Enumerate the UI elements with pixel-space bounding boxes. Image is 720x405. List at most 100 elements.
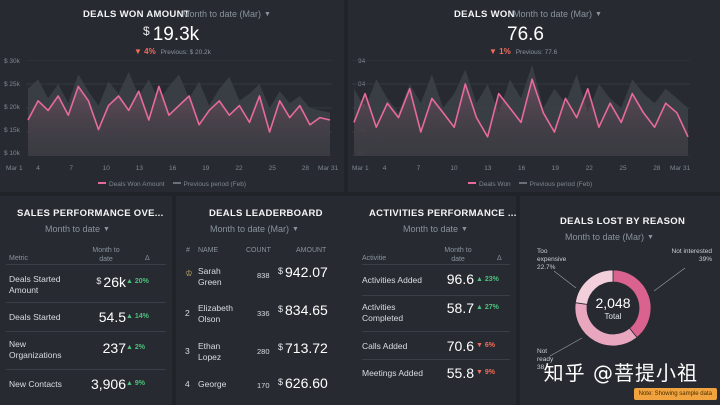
metric-name: Deals Started [9, 312, 61, 322]
label-leader-lines [549, 267, 686, 357]
widget-title: DEALS LEADERBOARD [209, 208, 323, 219]
period-label: Month to date (Mar) [513, 9, 593, 19]
rep-name: Ethan Lopez [198, 341, 222, 362]
series-area-current [28, 86, 330, 156]
kpi-value: 76.6 [507, 24, 544, 46]
change-value: 9% [134, 380, 145, 387]
x-tick: 28 [653, 165, 661, 172]
widget-title: DEALS LOST BY REASON [560, 216, 686, 227]
legend-swatch-previous [518, 182, 527, 184]
legend-current: Deals Won [479, 181, 511, 188]
deals-leaderboard-widget: DEALS LEADERBOARD Month to date (Mar) ▼ #… [176, 196, 356, 405]
y-tick: $ 30k [4, 58, 20, 65]
slice-label-not-ready: Not ready 38 [537, 348, 559, 372]
rep-name: Elizabeth Olson [198, 303, 233, 324]
widget-title: ACTIVITIES PERFORMANCE ... [369, 208, 516, 219]
change-indicator: ▲ 14% [126, 313, 149, 320]
slice-name: Not interested [671, 248, 712, 255]
deals-won-amount-widget: DEALS WON AMOUNT Month to date (Mar) ▼ $1… [0, 0, 344, 192]
legend-swatch-current [98, 182, 106, 184]
chevron-down-icon: ▼ [103, 226, 110, 233]
period-label: Month to date (Mar) [565, 232, 645, 242]
period-selector[interactable]: Month to date (Mar) ▼ [565, 232, 654, 242]
legend-previous: Previous period (Feb) [183, 181, 247, 188]
x-tick: 7 [416, 165, 421, 172]
period-selector[interactable]: Month to date ▼ [403, 224, 468, 234]
table-row: Activities Added 96.6 ▲ 23% [362, 264, 510, 295]
rep-name: George [198, 379, 227, 389]
x-tick: Mar 1 [352, 165, 369, 172]
slice-pct: 38 [537, 364, 545, 371]
value-number: 26k [103, 274, 126, 290]
period-label: Month to date (Mar) [210, 224, 290, 234]
period-label: Month to date (Mar) [182, 9, 262, 19]
legend-swatch-current [468, 182, 476, 184]
chevron-down-icon: ▼ [264, 11, 271, 18]
series-area-current [354, 79, 688, 156]
period-selector[interactable]: Month to date (Mar) ▼ [182, 9, 271, 19]
x-tick: 4 [36, 165, 40, 172]
previous-value: Previous: $ 20.2k [160, 49, 211, 56]
change-indicator: ▲ 27% [476, 304, 499, 311]
x-tick: 22 [585, 165, 593, 172]
table-row: Calls Added 70.6 ▼ 6% [362, 331, 510, 359]
x-tick: 7 [69, 165, 74, 172]
column-header-count: COUNT [246, 247, 271, 254]
rank-number: 3 [185, 346, 190, 356]
x-tick: 10 [102, 165, 110, 172]
column-header-amount: AMOUNT [296, 247, 327, 254]
column-header-name: NAME [198, 247, 219, 254]
kpi-delta: ▼ 4% Previous: $ 20.2k [134, 47, 211, 56]
watermark: 知乎 @菩提小祖 [543, 361, 698, 385]
trophy-icon: ♔ [185, 268, 193, 278]
currency-symbol: $ [143, 24, 150, 38]
y-tick: $ 10k [4, 150, 20, 157]
column-header-activity: Activitie [362, 255, 387, 262]
table-row: Deals Started 54.5 ▲ 14% [6, 302, 166, 331]
x-tick: Mar 1 [6, 165, 23, 172]
table-row: Deals Started Amount $26k ▲ 20% [6, 264, 166, 302]
metric-name: New Contacts [9, 379, 62, 389]
metric-value: $26k [96, 274, 126, 290]
deal-amount: $834.65 [278, 302, 328, 318]
activity-value: 70.6 [446, 338, 474, 354]
rank-number: 4 [185, 379, 190, 389]
change-value: 27% [484, 304, 499, 311]
change-value: 9% [484, 369, 495, 376]
kpi-value: $19.3k [143, 24, 199, 46]
slice-label-not-interested: Not interested 39% [670, 248, 712, 264]
x-tick: 25 [268, 165, 276, 172]
deals-won-chart [352, 60, 690, 156]
donut-slice [574, 269, 614, 305]
amount-number: 834.65 [285, 302, 328, 318]
change-indicator: ▼ 9% [476, 369, 495, 376]
table-row: 4 George 170 $626.60 [182, 372, 350, 405]
deal-amount: $713.72 [278, 340, 328, 356]
change-indicator: ▼ 6% [476, 342, 495, 349]
legend-swatch-previous [172, 182, 181, 184]
chart-legend: Deals Won Previous period (Feb) [468, 181, 592, 188]
x-tick: 22 [235, 165, 243, 172]
period-selector[interactable]: Month to date ▼ [45, 224, 110, 234]
period-selector[interactable]: Month to date (Mar) ▼ [210, 224, 299, 234]
period-selector[interactable]: Month to date (Mar) ▼ [513, 9, 602, 19]
series-line-current [353, 78, 689, 138]
deals-lost-widget: DEALS LOST BY REASON Month to date (Mar)… [520, 196, 720, 405]
rep-name: Sarah Green [198, 266, 222, 287]
change-indicator: ▲ 2% [126, 344, 145, 351]
activity-value: 96.6 [446, 271, 474, 287]
legend-previous: Previous period (Feb) [529, 181, 593, 188]
deal-count: 280 [257, 347, 270, 356]
period-label: Month to date [403, 224, 459, 234]
activities-performance-widget: ACTIVITIES PERFORMANCE ... Month to date… [356, 196, 516, 405]
down-arrow-icon: ▼ [134, 47, 145, 56]
column-header-month-to-date: Month to date [444, 247, 472, 263]
x-tick: 19 [202, 165, 210, 172]
rank-number: 2 [185, 308, 190, 318]
x-tick: Mar 31 [318, 165, 339, 172]
change-indicator: ▲ 9% [126, 380, 145, 387]
sample-data-note: Note: Showing sample data [633, 388, 717, 400]
slice-label-too-expensive: Too expensive 22.7% [537, 248, 571, 272]
x-tick: 13 [135, 165, 144, 172]
column-header-delta: Δ [497, 255, 502, 262]
